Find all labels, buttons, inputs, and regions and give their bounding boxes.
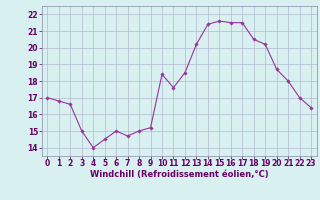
X-axis label: Windchill (Refroidissement éolien,°C): Windchill (Refroidissement éolien,°C) (90, 170, 268, 179)
